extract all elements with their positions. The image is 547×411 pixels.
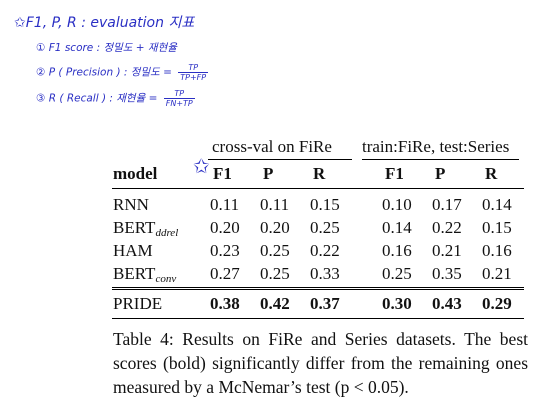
score-cell: 0.22 [432, 218, 462, 237]
star-icon: ✩ [193, 154, 210, 178]
score-cell: 0.15 [482, 218, 512, 237]
score-cell: 0.15 [310, 195, 340, 214]
handwritten-note-item: ① F1 score : 정밀도 + 재현율 [36, 42, 177, 54]
group-header: cross-val on FiRe [212, 137, 332, 156]
column-header-r: R [313, 164, 326, 183]
score-cell: 0.25 [382, 264, 412, 283]
model-name: PRIDE [113, 294, 163, 313]
score-cell: 0.27 [210, 264, 240, 283]
best-score-cell: 0.37 [310, 294, 340, 313]
table-caption: Table 4: Results on FiRe and Series data… [113, 329, 528, 397]
header-rule [112, 188, 524, 189]
group-rule [208, 159, 352, 160]
handwritten-note-title: ✩F1, P, R : evaluation 지표 [14, 15, 195, 31]
score-cell: 0.23 [210, 241, 240, 260]
column-header-f1: F1 [385, 164, 404, 183]
score-cell: 0.22 [310, 241, 340, 260]
handwritten-note-item: ② P ( Precision ) : 정밀도 = TP TP+FP [36, 63, 209, 82]
bottom-rule [112, 318, 524, 319]
best-score-cell: 0.42 [260, 294, 290, 313]
score-cell: 0.14 [482, 195, 512, 214]
model-subscript: conv [155, 273, 177, 285]
score-cell: 0.11 [260, 195, 290, 214]
column-header-model: model [113, 164, 158, 183]
column-header-r: R [485, 164, 498, 183]
score-cell: 0.25 [260, 241, 290, 260]
model-name: RNN [113, 195, 149, 214]
score-cell: 0.10 [382, 195, 412, 214]
score-cell: 0.35 [432, 264, 462, 283]
score-cell: 0.21 [432, 241, 462, 260]
best-score-cell: 0.38 [210, 294, 240, 313]
score-cell: 0.11 [210, 195, 240, 214]
best-score-cell: 0.29 [482, 294, 512, 313]
group-header: train:FiRe, test:Series [362, 137, 510, 156]
precision-fraction: TP TP+FP [178, 63, 209, 82]
score-cell: 0.25 [260, 264, 290, 283]
star-icon: ✩ [14, 15, 26, 31]
handwritten-note-item: ③ R ( Recall ) : 재현율 = TP FN+TP [36, 89, 195, 108]
model-name: HAM [113, 241, 153, 260]
score-cell: 0.20 [210, 218, 240, 237]
score-cell: 0.21 [482, 264, 512, 283]
mid-rule [112, 287, 524, 288]
group-rule [362, 159, 519, 160]
score-cell: 0.14 [382, 218, 412, 237]
score-cell: 0.16 [382, 241, 412, 260]
score-cell: 0.16 [482, 241, 512, 260]
column-header-p: P [435, 164, 446, 183]
best-score-cell: 0.43 [432, 294, 462, 313]
mid-rule [112, 289, 524, 290]
score-cell: 0.33 [310, 264, 340, 283]
recall-fraction: TP FN+TP [163, 89, 195, 108]
model-name: BERTconv [113, 264, 177, 285]
score-cell: 0.25 [310, 218, 340, 237]
best-score-cell: 0.30 [382, 294, 412, 313]
model-name: BERTddrel [113, 218, 179, 239]
column-header-f1: F1 [213, 164, 232, 183]
score-cell: 0.20 [260, 218, 290, 237]
model-subscript: ddrel [155, 227, 179, 239]
score-cell: 0.17 [432, 195, 462, 214]
column-header-p: P [263, 164, 274, 183]
